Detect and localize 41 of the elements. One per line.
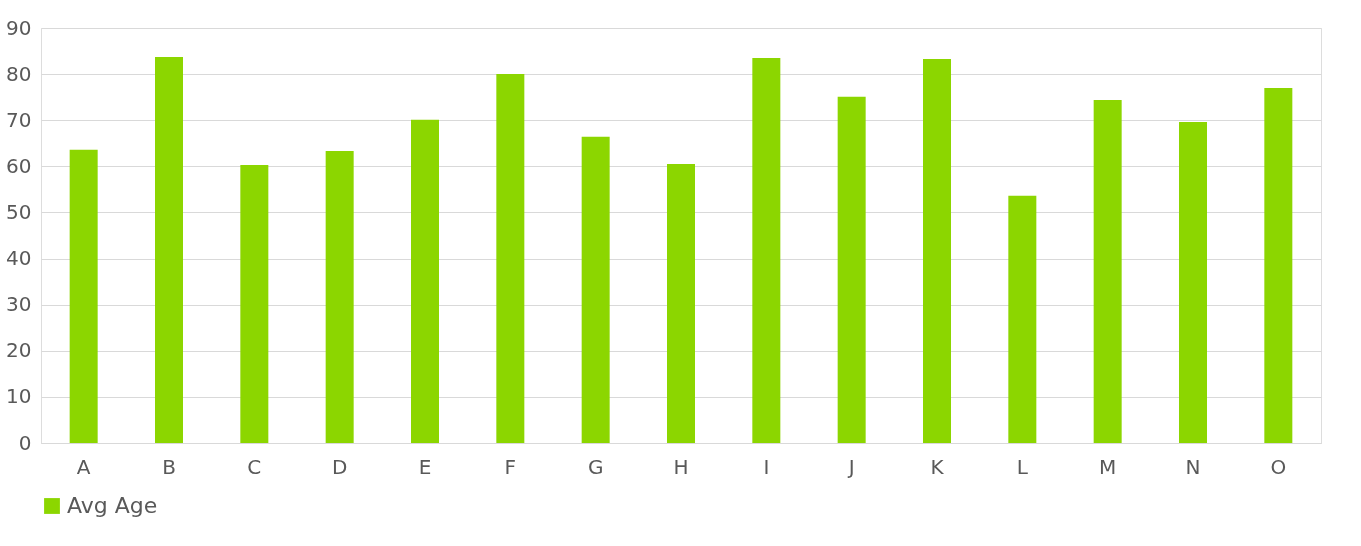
x-tick-label: C	[247, 454, 262, 479]
legend-label: Avg Age	[67, 493, 158, 518]
bar	[752, 57, 781, 443]
bar	[1264, 87, 1293, 443]
bar	[1179, 122, 1207, 443]
x-tick-label: H	[673, 454, 689, 479]
x-tick-label: N	[1185, 454, 1201, 479]
bar	[923, 58, 951, 443]
bar	[325, 151, 354, 443]
x-tick-label: D	[331, 454, 348, 479]
bar	[1093, 99, 1122, 443]
y-tick-label: 30	[6, 292, 32, 317]
y-tick-label: 60	[6, 153, 32, 178]
bar	[667, 164, 695, 443]
x-tick-label: B	[162, 454, 176, 479]
x-tick-label: G	[587, 454, 604, 479]
y-tick-label: 70	[6, 107, 32, 132]
x-tick-label: M	[1099, 454, 1117, 479]
y-tick-label: 80	[6, 61, 32, 86]
x-tick-label: O	[1270, 454, 1287, 479]
y-tick-label: 90	[6, 15, 32, 40]
x-tick-label: L	[1016, 454, 1029, 479]
y-tick-label: 10	[6, 384, 32, 409]
x-tick-label: I	[763, 454, 770, 479]
y-tick-label: 20	[6, 338, 32, 363]
bar	[496, 74, 525, 443]
x-tick-label: J	[846, 454, 855, 479]
x-tick-label: A	[76, 454, 91, 479]
x-tick-label: K	[930, 454, 945, 479]
x-tick-label: F	[504, 454, 517, 479]
bar	[1008, 195, 1037, 443]
bar	[240, 164, 269, 443]
bar	[837, 96, 866, 443]
bar	[581, 136, 610, 443]
x-tick-label: E	[418, 454, 432, 479]
y-tick-label: 40	[6, 246, 32, 271]
bar	[155, 57, 183, 443]
y-tick-label: 0	[18, 430, 32, 455]
y-tick-label: 50	[6, 199, 32, 224]
bar	[69, 149, 98, 443]
bar	[411, 119, 439, 443]
